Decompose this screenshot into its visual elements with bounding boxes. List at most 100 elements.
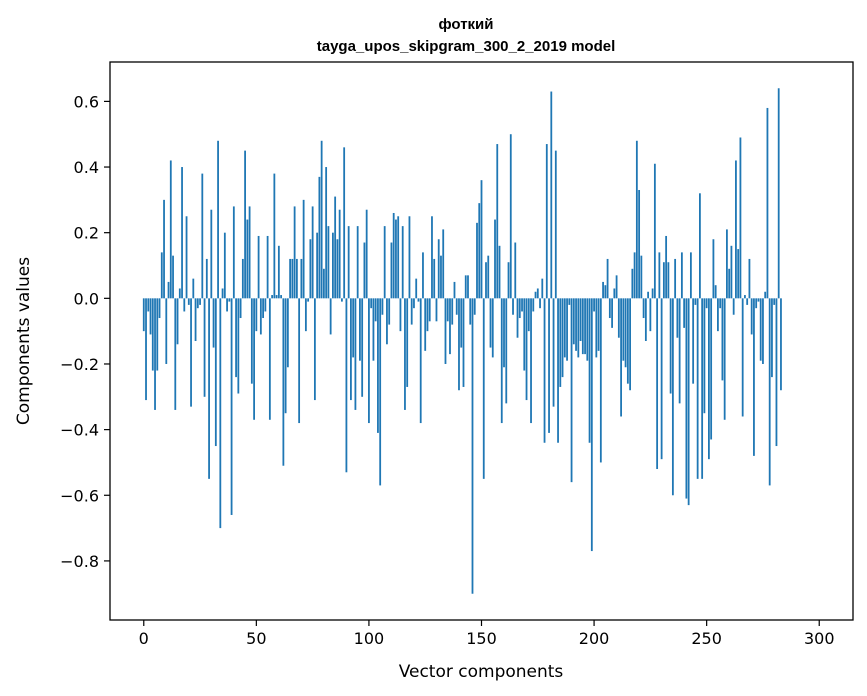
bar-49 <box>253 298 255 420</box>
bar-54 <box>264 298 267 312</box>
bar-183 <box>554 150 557 299</box>
bar-93 <box>352 298 355 358</box>
bar-23 <box>194 298 197 341</box>
bar-79 <box>320 140 323 299</box>
bar-133 <box>442 229 445 299</box>
bar-214 <box>624 298 627 368</box>
bar-218 <box>633 252 636 299</box>
bar-282 <box>777 88 780 299</box>
bar-99 <box>365 209 368 299</box>
bar-257 <box>721 298 724 381</box>
bar-51 <box>257 235 260 299</box>
bar-144 <box>467 275 469 299</box>
bar-45 <box>244 150 246 299</box>
bar-107 <box>383 226 386 299</box>
bar-248 <box>701 298 704 479</box>
bar-68 <box>295 258 298 299</box>
bar-4 <box>151 298 154 371</box>
bar-101 <box>370 298 373 309</box>
bar-236 <box>674 258 677 299</box>
bar-98 <box>363 242 366 299</box>
bar-237 <box>676 298 679 338</box>
bar-201 <box>595 298 598 358</box>
bar-38 <box>228 298 231 302</box>
bar-59 <box>275 295 278 299</box>
bar-47 <box>248 206 251 299</box>
bar-10 <box>165 298 168 364</box>
bar-122 <box>417 298 420 302</box>
bar-129 <box>433 258 436 299</box>
bar-189 <box>568 298 571 305</box>
bar-13 <box>172 255 174 299</box>
bar-209 <box>613 288 616 299</box>
bar-151 <box>482 298 485 479</box>
bar-177 <box>541 278 544 299</box>
x-tick-label-0: 0 <box>139 629 149 648</box>
bar-270 <box>750 298 753 335</box>
bar-168 <box>521 298 523 312</box>
bar-22 <box>192 278 195 299</box>
bar-95 <box>356 226 359 299</box>
y-tick-label-2: −0.4 <box>60 421 99 440</box>
bar-191 <box>572 298 575 345</box>
bar-182 <box>552 298 555 407</box>
bar-140 <box>458 298 460 391</box>
bar-73 <box>307 298 310 302</box>
bar-88 <box>341 298 343 302</box>
bar-202 <box>597 298 600 351</box>
bar-233 <box>667 262 670 299</box>
y-tick-label-3: −0.2 <box>60 355 99 374</box>
bar-229 <box>658 252 661 299</box>
bar-20 <box>187 298 190 305</box>
x-tick-label-300: 300 <box>804 629 835 648</box>
bar-279 <box>771 298 773 378</box>
bar-40 <box>232 206 235 299</box>
bar-14 <box>174 298 177 410</box>
bar-280 <box>773 298 776 305</box>
bar-55 <box>266 235 269 299</box>
bar-254 <box>714 285 717 299</box>
bar-34 <box>219 298 222 529</box>
bar-175 <box>536 288 539 299</box>
bar-46 <box>246 219 249 299</box>
bar-264 <box>737 249 740 299</box>
bar-108 <box>386 298 388 345</box>
bar-25 <box>199 298 201 305</box>
bar-226 <box>651 288 654 299</box>
bar-162 <box>507 262 510 299</box>
bar-219 <box>635 140 638 299</box>
bar-224 <box>647 291 650 299</box>
bar-27 <box>203 298 206 397</box>
bar-11 <box>167 281 170 299</box>
bar-148 <box>476 222 478 299</box>
bar-188 <box>566 298 568 361</box>
bar-239 <box>680 252 683 299</box>
bar-69 <box>298 298 301 424</box>
bar-31 <box>212 298 215 348</box>
bar-210 <box>615 275 618 299</box>
bar-250 <box>705 298 708 309</box>
bar-173 <box>532 298 535 312</box>
bar-190 <box>570 298 573 483</box>
bar-252 <box>710 298 713 440</box>
y-tick-label-5: 0.2 <box>74 224 99 243</box>
bar-187 <box>563 298 566 358</box>
bar-205 <box>604 285 607 299</box>
bar-192 <box>575 298 577 351</box>
bar-170 <box>525 298 528 401</box>
bar-21 <box>190 298 192 407</box>
bar-244 <box>692 298 695 384</box>
bar-85 <box>334 196 337 299</box>
bar-75 <box>311 206 314 299</box>
bar-222 <box>642 298 645 319</box>
bar-147 <box>473 298 476 315</box>
bar-66 <box>291 258 294 299</box>
bar-121 <box>415 278 418 299</box>
bar-278 <box>768 298 771 486</box>
bar-277 <box>766 107 769 299</box>
bar-62 <box>282 298 285 466</box>
bar-77 <box>316 232 319 299</box>
bar-212 <box>620 298 622 417</box>
bar-19 <box>185 216 188 299</box>
